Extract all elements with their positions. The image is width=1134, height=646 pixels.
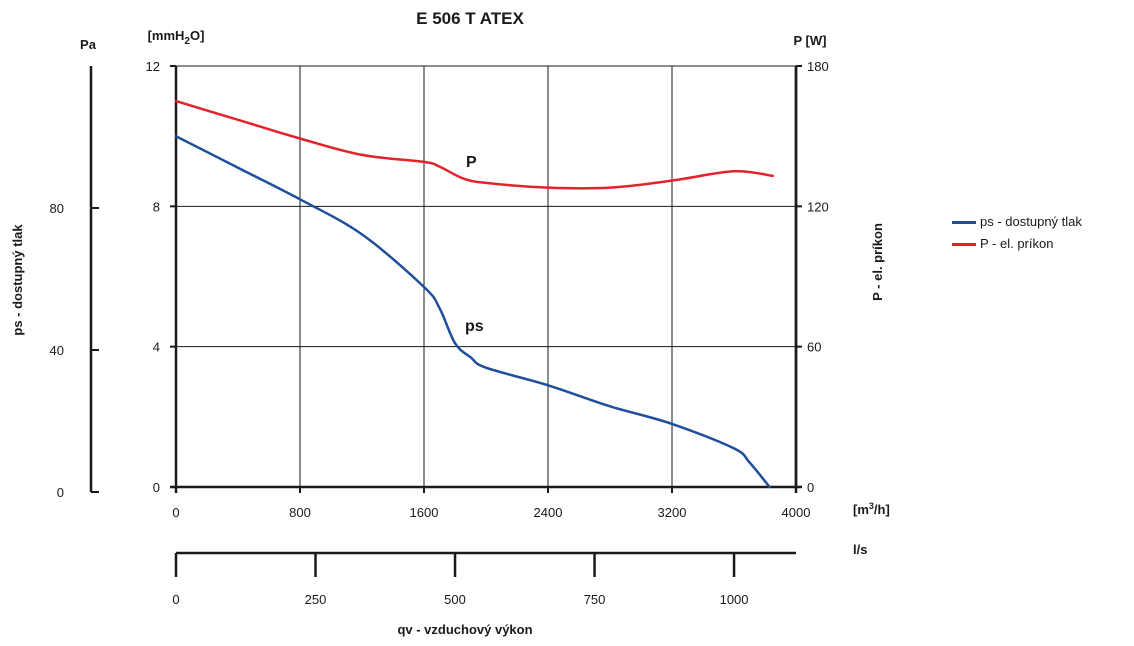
legend-swatch-ps: [952, 221, 976, 224]
tick-labels: 0 800 1600 2400 3200 400004812060120180040800…: [50, 59, 829, 607]
x-tick-label: 2400: [534, 505, 563, 520]
legend-label-p: P - el. príkon: [980, 236, 1054, 251]
series-line-p: [174, 99, 775, 190]
x-secondary-tick-label: 500: [444, 592, 466, 607]
y-outer-tick-label: 40: [50, 343, 64, 358]
y-outer-tick-label: 80: [50, 201, 64, 216]
chart-title: E 506 T ATEX: [416, 9, 524, 28]
series-line-ps: [174, 134, 771, 489]
y-outer-tick-label: 0: [57, 485, 64, 500]
y-right-tick-label: 0: [807, 480, 814, 495]
y-left-tick-label: 0: [153, 480, 160, 495]
x-secondary-tick-label: 750: [584, 592, 606, 607]
x-tick-label: 1600: [410, 505, 439, 520]
curve-label-p: P: [466, 154, 477, 171]
x-tick-label: 0: [172, 505, 179, 520]
x-secondary-tick-label: 0: [172, 592, 179, 607]
y-left-tick-label: 12: [146, 59, 160, 74]
left-axis-unit: [mmH2O]: [148, 28, 205, 47]
x-tick-label: 4000: [782, 505, 811, 520]
legend-label-ps: ps - dostupný tlak: [980, 214, 1082, 229]
y-right-tick-label: 120: [807, 199, 829, 214]
y-right-tick-label: 60: [807, 340, 821, 355]
y-left-tick-label: 4: [153, 340, 160, 355]
y-right-tick-label: 180: [807, 59, 829, 74]
x-axis-label: qv - vzduchový výkon: [397, 622, 532, 637]
x-secondary-tick-label: 250: [305, 592, 327, 607]
x-tick-label: 3200: [658, 505, 687, 520]
series: [174, 99, 775, 489]
y-left-tick-label: 8: [153, 199, 160, 214]
x-tick-label: 800: [289, 505, 311, 520]
left-axis-label: ps - dostupný tlak: [10, 224, 25, 336]
curve-label-ps: ps: [465, 318, 484, 335]
x-axis-secondary-unit: l/s: [853, 542, 867, 557]
right-axis-label: P - el. príkon: [870, 223, 885, 301]
x-axis-unit: [m3/h]: [853, 501, 890, 517]
legend-swatch-p: [952, 243, 976, 246]
left-axis-outer-unit: Pa: [80, 37, 97, 52]
x-secondary-tick-label: 1000: [720, 592, 749, 607]
axes: [89, 65, 802, 577]
right-axis-unit: P [W]: [794, 33, 827, 48]
